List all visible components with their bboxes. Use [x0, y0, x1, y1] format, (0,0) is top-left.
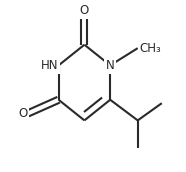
Text: CH₃: CH₃: [140, 42, 161, 55]
Text: N: N: [106, 59, 115, 72]
Text: HN: HN: [41, 59, 59, 72]
Text: O: O: [80, 4, 89, 17]
Text: O: O: [18, 107, 28, 120]
